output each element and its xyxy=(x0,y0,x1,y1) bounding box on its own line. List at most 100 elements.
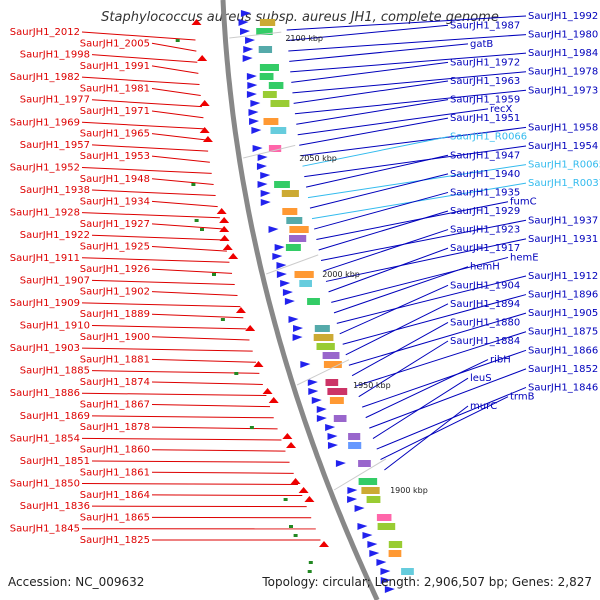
left-gene-label: SaurJH1_1907 xyxy=(20,275,90,286)
gene-arrow-reverse xyxy=(199,100,210,106)
kbp-tick-label: 2100 kbp xyxy=(285,34,323,43)
gene-block xyxy=(270,100,290,107)
left-gene-label: SaurJH1_1911 xyxy=(10,253,80,264)
left-label-line xyxy=(91,370,260,374)
right-gene-label: SaurJH1_1940 xyxy=(450,169,520,180)
left-gene-label: SaurJH1_1953 xyxy=(80,151,150,162)
right-gene-label: SaurJH1_1880 xyxy=(450,317,520,328)
gene-arrow-reverse xyxy=(318,541,329,547)
gene-arrow xyxy=(293,325,304,332)
gene-block xyxy=(366,496,381,503)
right-label-line xyxy=(351,321,449,377)
gene-arrow-reverse xyxy=(197,55,208,61)
right-label-line xyxy=(384,405,469,471)
left-label-line xyxy=(151,65,199,74)
gene-arrow xyxy=(282,289,293,296)
gene-arrow xyxy=(316,406,327,413)
left-gene-label: SaurJH1_1925 xyxy=(80,241,150,252)
left-label-line xyxy=(81,483,298,485)
gene-arrow-reverse xyxy=(290,478,301,484)
right-label-line xyxy=(358,340,449,398)
gene-arrow xyxy=(260,199,271,206)
gene-block xyxy=(259,19,276,26)
right-label-line xyxy=(292,71,527,94)
left-label-line xyxy=(91,99,203,108)
kbp-tick-label: 2000 kbp xyxy=(322,270,360,279)
gene-arrow xyxy=(243,46,254,53)
right-label-line xyxy=(294,89,527,115)
kbp-tick-line xyxy=(243,144,296,159)
gene-arrow xyxy=(257,181,268,188)
gene-arrow xyxy=(260,190,271,197)
gene-arrow-reverse xyxy=(286,442,297,448)
gene-mark xyxy=(212,273,216,276)
kbp-tick-label: 2050 kbp xyxy=(299,154,337,163)
left-label-line xyxy=(81,302,241,308)
gene-arrow-reverse xyxy=(219,235,230,241)
right-gene-label: recX xyxy=(490,104,513,115)
gene-block xyxy=(259,73,274,80)
left-label-line xyxy=(151,313,244,319)
right-gene-label: leuS xyxy=(470,373,492,384)
gene-mark xyxy=(293,534,298,537)
gene-arrow xyxy=(307,379,318,386)
right-label-line xyxy=(316,201,509,241)
gene-arrow xyxy=(369,550,380,557)
gene-arrow xyxy=(288,316,299,323)
right-gene-label: SaurJH1_1904 xyxy=(450,280,520,291)
right-label-line xyxy=(293,80,449,104)
left-gene-label: SaurJH1_1851 xyxy=(20,456,90,467)
right-gene-label: SaurJH1_1931 xyxy=(528,234,598,245)
kbp-tick-line xyxy=(333,458,387,491)
gene-arrow xyxy=(284,298,295,305)
left-label-line xyxy=(151,133,207,141)
right-label-line xyxy=(372,377,469,439)
gene-arrow-reverse xyxy=(202,136,213,142)
right-label-line xyxy=(355,331,527,387)
left-gene-label: SaurJH1_1902 xyxy=(80,287,150,298)
left-label-line xyxy=(91,279,235,285)
right-label-line xyxy=(318,210,449,251)
gene-arrow xyxy=(280,280,291,287)
left-label-line xyxy=(151,178,214,185)
right-gene-label: SaurJH1_1866 xyxy=(528,345,598,356)
right-label-line xyxy=(380,396,509,460)
gene-block xyxy=(285,244,301,251)
left-label-line xyxy=(91,189,216,197)
right-label-line xyxy=(339,284,449,335)
left-label-line xyxy=(91,325,247,330)
gene-mark xyxy=(283,498,288,501)
gene-arrow xyxy=(257,154,268,161)
right-gene-label: SaurJH1_1973 xyxy=(528,85,598,96)
left-gene-label: SaurJH1_2012 xyxy=(10,27,80,38)
left-gene-label: SaurJH1_1869 xyxy=(20,411,90,422)
gene-block xyxy=(289,235,307,242)
gene-arrow xyxy=(380,577,391,584)
left-label-line xyxy=(151,404,271,408)
right-gene-label: SaurJH1_1992 xyxy=(528,11,598,22)
gene-arrow xyxy=(362,532,373,539)
left-label-line xyxy=(151,42,197,52)
gene-block xyxy=(259,64,279,71)
right-gene-label: SaurJH1_1984 xyxy=(528,48,598,59)
left-label-line xyxy=(91,460,290,463)
gene-mark xyxy=(175,39,180,42)
gene-arrow xyxy=(268,226,279,233)
right-label-line xyxy=(299,117,449,146)
gene-block xyxy=(263,118,279,125)
gene-arrow xyxy=(251,127,262,134)
gene-block xyxy=(313,334,334,341)
left-label-line xyxy=(81,392,267,397)
gene-block xyxy=(348,442,362,449)
left-label-line xyxy=(151,155,210,163)
gene-arrow xyxy=(240,28,251,35)
left-gene-label: SaurJH1_1850 xyxy=(10,479,80,490)
gene-arrow xyxy=(256,163,267,170)
gene-block xyxy=(268,82,284,89)
right-label-line xyxy=(297,108,489,136)
left-label-line xyxy=(151,381,263,385)
gene-block xyxy=(401,568,414,575)
gene-block xyxy=(388,541,403,548)
gene-mark xyxy=(194,219,199,222)
